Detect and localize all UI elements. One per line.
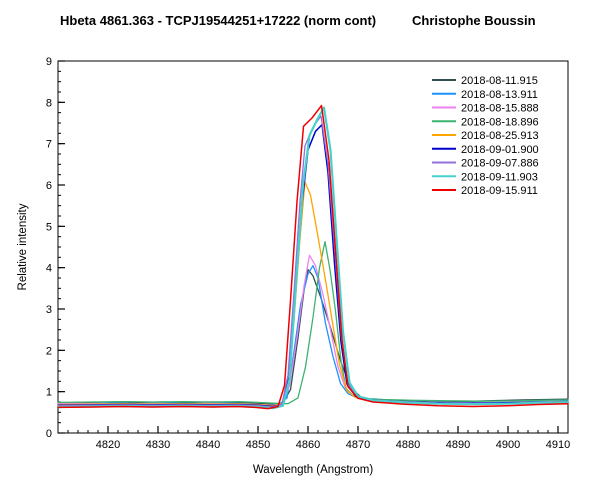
x-tick-label: 4880: [396, 439, 420, 451]
series-line-2018-09-15.911: [57, 104, 569, 410]
legend-label: 2018-08-18.896: [461, 116, 539, 128]
chart-title: Hbeta 4861.363 - TCPJ19544251+17222 (nor…: [60, 13, 376, 28]
x-tick-label: 4820: [96, 439, 120, 451]
x-tick-label: 4830: [146, 439, 170, 451]
legend-label: 2018-09-11.903: [461, 171, 538, 183]
series-lines: [56, 104, 570, 410]
legend-item: 2018-09-11.903: [432, 171, 538, 183]
series-line-2018-08-18.896: [57, 240, 569, 405]
legend: 2018-08-11.915 2018-08-13.911 2018-08-15.8…: [432, 75, 539, 197]
y-tick-label: 0: [46, 428, 52, 440]
legend-label: 2018-09-07.886: [461, 158, 539, 170]
x-tick-label: 4900: [496, 439, 520, 451]
x-tick-label: 4910: [546, 439, 570, 451]
x-tick-label: 4860: [296, 439, 320, 451]
y-tick-label: 3: [46, 304, 52, 316]
y-axis-ticks: 0 1 2 3 4 5 6 7 8 9: [46, 56, 65, 440]
legend-item: 2018-09-07.886: [432, 158, 539, 170]
y-tick-label: 4: [46, 263, 52, 275]
plot-area: 4820 4830 4840 4850 4860 4870 4880 4890 4900 4910…: [46, 56, 570, 451]
y-tick-label: 6: [46, 180, 52, 192]
legend-label: 2018-08-11.915: [461, 75, 538, 87]
x-tick-label: 4850: [246, 439, 270, 451]
legend-item: 2018-08-13.911: [432, 89, 538, 101]
chart-credit: Christophe Boussin: [412, 13, 536, 28]
series-line-2018-08-25.913: [57, 181, 569, 407]
legend-item: 2018-08-11.915: [432, 75, 538, 87]
legend-label: 2018-09-01.900: [461, 144, 539, 156]
legend-label: 2018-08-25.913: [461, 130, 539, 142]
x-tick-label: 4840: [196, 439, 220, 451]
legend-label: 2018-08-15.888: [461, 103, 539, 115]
y-tick-label: 9: [46, 56, 52, 68]
x-axis-label: Wavelength (Angstrom): [253, 464, 374, 476]
legend-label: 2018-08-13.911: [461, 89, 538, 101]
x-tick-label: 4890: [446, 439, 470, 451]
legend-item: 2018-09-15.911: [432, 185, 538, 197]
series-line-2018-08-11.915: [57, 269, 569, 405]
x-axis-ticks: 4820 4830 4840 4850 4860 4870 4880 4890 4900 4910: [57, 426, 570, 451]
legend-item: 2018-09-01.900: [432, 144, 539, 156]
legend-item: 2018-08-18.896: [432, 116, 539, 128]
x-tick-label: 4870: [346, 439, 370, 451]
y-tick-label: 1: [46, 387, 52, 399]
y-tick-label: 8: [46, 97, 52, 109]
legend-item: 2018-08-15.888: [432, 103, 539, 115]
legend-label: 2018-09-15.911: [461, 185, 538, 197]
y-tick-label: 7: [46, 139, 52, 151]
y-tick-label: 2: [46, 345, 52, 357]
y-axis-label: Relative intensity: [17, 203, 29, 290]
legend-item: 2018-08-25.913: [432, 130, 539, 142]
series-line-2018-08-13.911: [57, 264, 569, 406]
y-tick-label: 5: [46, 221, 52, 233]
